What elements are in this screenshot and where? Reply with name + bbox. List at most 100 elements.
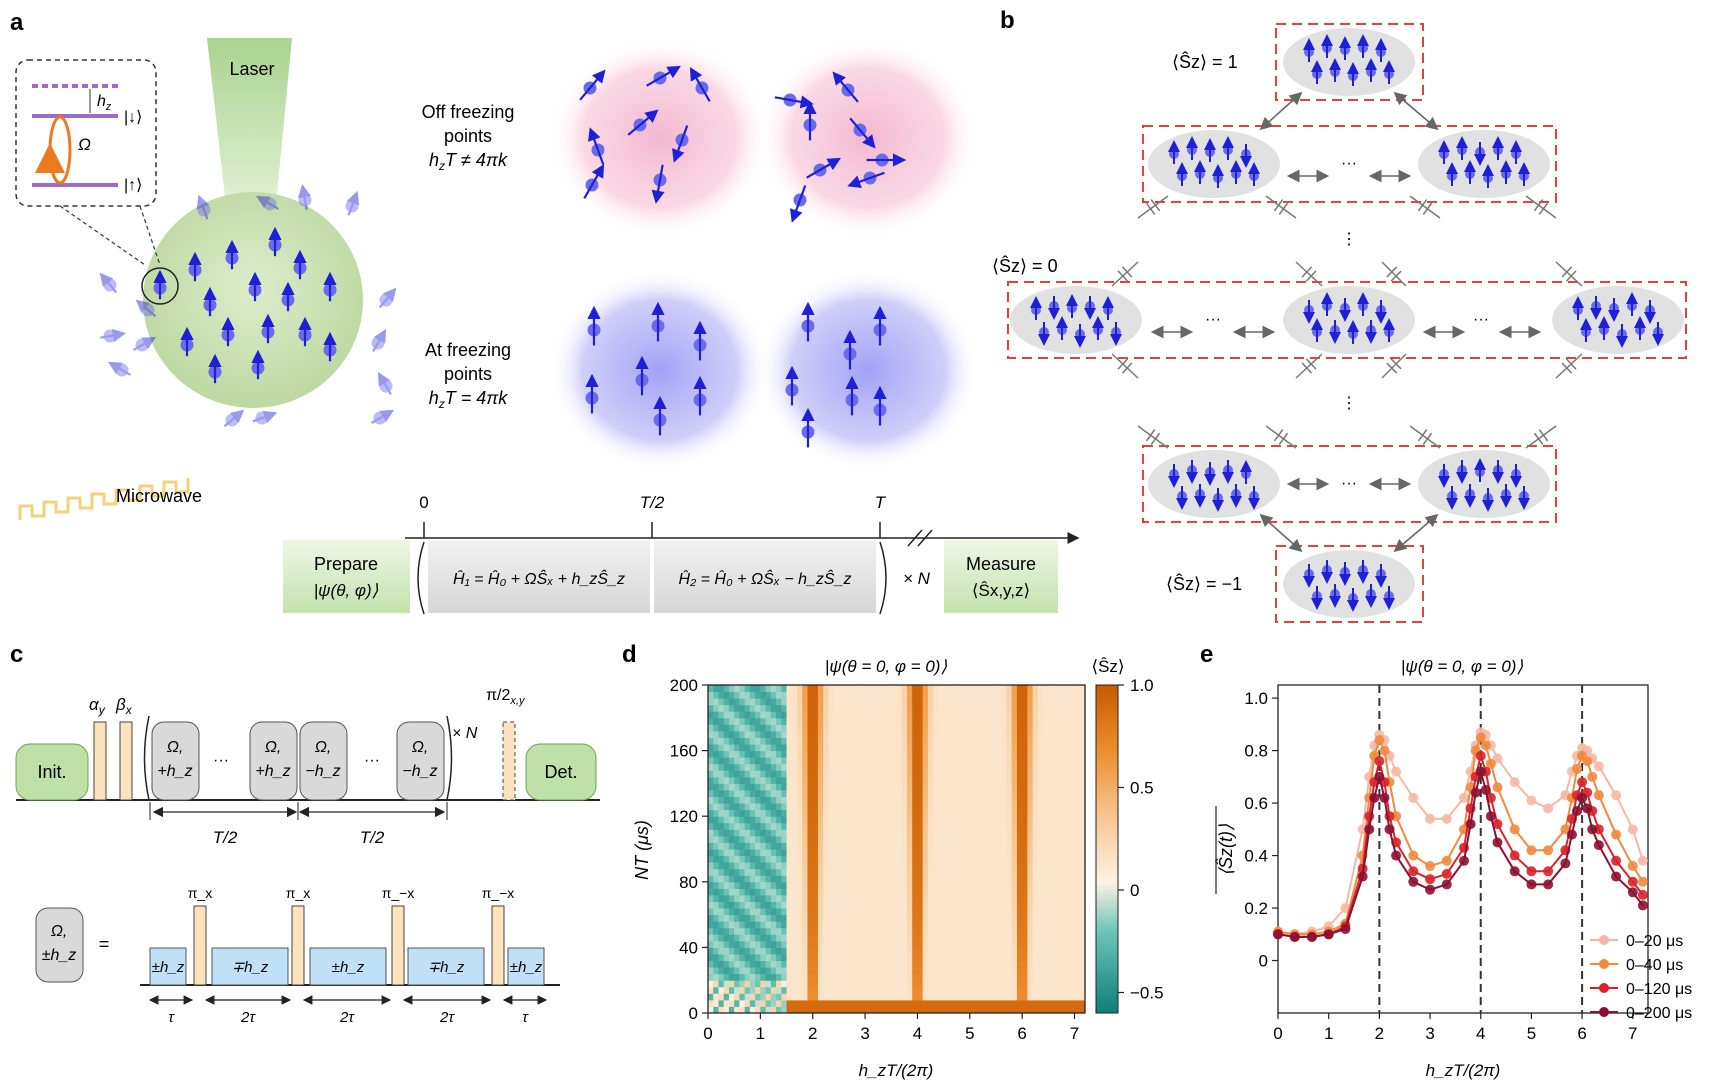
spin-icon	[221, 316, 235, 347]
heatmap-cell	[786, 980, 793, 988]
heatmap-cell	[770, 757, 777, 765]
heatmap-cell	[969, 940, 976, 948]
heatmap-cell	[1032, 849, 1039, 857]
heatmap-cell	[880, 993, 887, 1001]
heatmap-cell	[812, 717, 819, 725]
heatmap-cell	[980, 711, 987, 719]
heatmap-cell	[975, 849, 981, 857]
heatmap-cell	[786, 894, 793, 902]
data-point	[1374, 756, 1385, 767]
heatmap-cell	[838, 921, 845, 929]
heatmap-cell	[797, 803, 803, 811]
heatmap-cell	[823, 875, 829, 883]
heatmap-cell	[1074, 986, 1081, 994]
heatmap-cell	[933, 934, 939, 942]
heatmap-cell	[817, 881, 824, 889]
heatmap-cell	[959, 953, 966, 962]
heatmap-cell	[1032, 744, 1039, 752]
heatmap-cell	[744, 822, 751, 830]
heatmap-cell	[943, 835, 950, 843]
heatmap-cell	[817, 783, 824, 791]
sz-1-label: ⟨Ŝz⟩ = 1	[1172, 51, 1238, 72]
y-tick-label: 0.4	[1244, 847, 1268, 866]
heatmap-cell	[975, 993, 981, 1001]
heatmap-cell	[990, 776, 997, 784]
heatmap-cell	[708, 829, 714, 837]
heatmap-cell	[823, 809, 829, 817]
heatmap-cell	[807, 993, 814, 1001]
heatmap-cell	[854, 973, 861, 981]
heatmap-cell	[1027, 704, 1034, 712]
heatmap-cell	[922, 691, 929, 699]
svg-text:+h_z: +h_z	[255, 763, 290, 780]
heatmap-cell	[807, 796, 814, 804]
heatmap-cell	[823, 960, 829, 968]
heatmap-cell	[891, 921, 897, 929]
heatmap-cell	[886, 986, 892, 994]
heatmap-cell	[959, 717, 966, 725]
heatmap-cell	[995, 999, 1002, 1007]
heatmap-cell	[938, 973, 945, 981]
heatmap-cell	[975, 744, 981, 752]
heatmap-cell	[1016, 901, 1023, 909]
heatmap-cell	[1043, 822, 1049, 830]
heatmap-cell	[708, 711, 714, 719]
heatmap-cell	[1079, 816, 1086, 824]
heatmap-cell	[765, 868, 772, 876]
heatmap-cell	[990, 724, 997, 732]
heatmap-cell	[969, 901, 976, 909]
heatmap-cell	[990, 953, 997, 962]
random-spin-icon	[583, 164, 605, 199]
heatmap-cell	[770, 829, 777, 837]
heatmap-cell	[1053, 888, 1060, 896]
heatmap-cell	[875, 947, 882, 955]
heatmap-cell	[990, 947, 997, 955]
heatmap-cell	[723, 953, 730, 962]
heatmap-cell	[749, 888, 756, 896]
heatmap-cell	[1064, 744, 1070, 752]
heatmap-cell	[933, 829, 939, 837]
heatmap-cell	[1022, 783, 1028, 791]
heatmap-cell	[1032, 757, 1039, 765]
heatmap-cell	[708, 986, 714, 994]
heatmap-cell	[917, 934, 924, 942]
heatmap-cell	[922, 763, 929, 771]
heatmap-cell	[854, 750, 861, 758]
heatmap-cell	[891, 789, 897, 798]
heatmap-cell	[807, 783, 814, 791]
heatmap-cell	[713, 999, 719, 1007]
cbar-tick-label: 0.5	[1130, 779, 1154, 798]
heatmap-cell	[844, 750, 850, 758]
heatmap-cell	[786, 921, 793, 929]
heatmap-cell	[917, 816, 924, 824]
heatmap-cell	[933, 809, 939, 817]
heatmap-cell	[859, 921, 866, 929]
data-point	[1425, 861, 1436, 872]
heatmap-cell	[797, 685, 803, 693]
heatmap-cell	[1032, 691, 1039, 699]
heatmap-cell	[1048, 816, 1055, 824]
heatmap-cell	[723, 757, 730, 765]
heatmap-cell	[969, 770, 976, 778]
heatmap-cell	[749, 953, 756, 962]
heatmap-cell	[980, 973, 987, 981]
heatmap-cell	[734, 842, 740, 850]
heatmap-cell	[728, 1006, 735, 1014]
heatmap-cell	[1053, 934, 1060, 942]
heatmap-cell	[791, 960, 798, 968]
heatmap-cell	[1006, 940, 1013, 948]
heatmap-cell	[896, 980, 903, 988]
heatmap-cell	[1011, 862, 1018, 870]
heatmap-cell	[776, 849, 782, 857]
e-title: |ψ(θ = 0, φ = 0)⟩	[1401, 657, 1524, 676]
heatmap-cell	[896, 967, 903, 975]
heatmap-cell	[1011, 789, 1018, 798]
heatmap-cell	[906, 986, 913, 994]
heatmap-cell	[797, 980, 803, 988]
heatmap-cell	[870, 934, 877, 942]
heatmap-cell	[791, 822, 798, 830]
heatmap-cell	[833, 862, 840, 870]
heatmap-cell	[713, 717, 719, 725]
heatmap-cell	[849, 927, 856, 935]
